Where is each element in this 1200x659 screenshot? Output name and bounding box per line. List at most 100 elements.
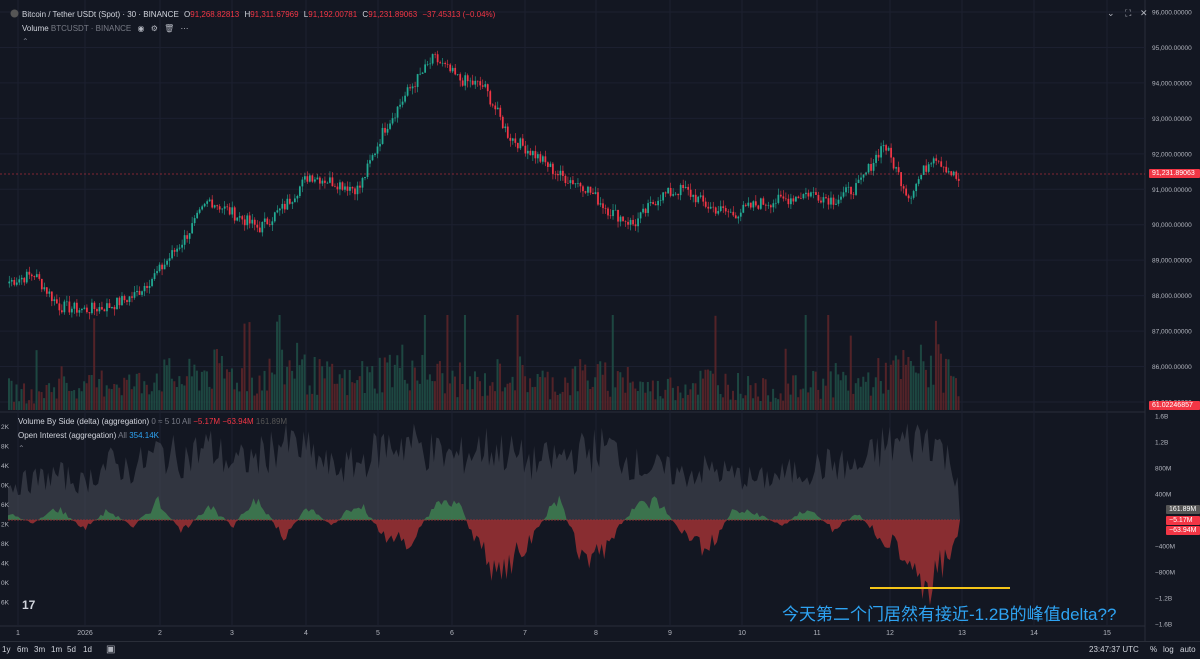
candle-body <box>759 198 762 209</box>
volume-bar <box>165 365 168 410</box>
volume-bar <box>874 377 877 410</box>
candle-body <box>594 192 597 195</box>
vbs-title[interactable]: Volume By Side (delta) (aggregation) <box>18 417 150 426</box>
volume-bar <box>807 392 810 410</box>
volume-bar <box>38 391 41 410</box>
volume-bar <box>629 382 632 410</box>
candle-body <box>283 203 286 210</box>
auto-scale-toggle[interactable]: auto <box>1180 645 1196 654</box>
candle-body <box>742 204 745 213</box>
timeframe-6m[interactable]: 6m <box>17 645 29 654</box>
candle-body <box>288 198 291 204</box>
volume-bar <box>423 315 426 410</box>
clock-readout[interactable]: 23:47:37 UTC <box>1089 645 1139 654</box>
volume-bar <box>624 392 627 410</box>
timeframe-3m[interactable]: 3m <box>34 645 46 654</box>
volume-bar <box>240 368 243 410</box>
volume-bar <box>676 386 679 410</box>
volume-bar <box>371 365 374 410</box>
candle-body <box>258 227 261 233</box>
volume-bar <box>398 367 401 410</box>
candle-body <box>609 215 612 217</box>
volume-bar <box>596 364 599 410</box>
candle-body <box>146 285 148 288</box>
candle-body <box>281 203 284 209</box>
volume-bar <box>909 360 912 410</box>
volume-bar <box>824 385 827 410</box>
volume-bar <box>358 376 361 410</box>
candle-body <box>366 163 369 177</box>
symbol-title[interactable]: Bitcoin / Tether USDt (Spot) · 30 · BINA… <box>22 10 179 19</box>
collapse-pane-icon[interactable]: ⌄ <box>1107 8 1115 18</box>
candle-body <box>441 62 444 64</box>
candle-body <box>877 154 880 158</box>
candle-body <box>236 217 239 221</box>
candle-body <box>589 186 592 193</box>
oi-title[interactable]: Open Interest (aggregation) <box>18 431 117 440</box>
volume-bar <box>115 384 118 410</box>
candle-body <box>604 208 607 209</box>
volume-bar <box>769 401 772 410</box>
volume-bar <box>894 355 897 410</box>
candle-body <box>213 205 216 208</box>
volume-bar <box>448 383 451 410</box>
timeframe-5d[interactable]: 5d <box>67 645 76 654</box>
volume-bar <box>912 365 915 410</box>
log-scale-toggle[interactable]: log <box>1163 645 1174 654</box>
timeframe-1y[interactable]: 1y <box>2 645 11 654</box>
candle-body <box>920 174 923 180</box>
delete-icon[interactable]: 🗑 <box>164 24 175 33</box>
volume-bar <box>286 366 289 410</box>
candle-body <box>449 64 452 72</box>
collapse-indicator-icon[interactable]: ⌃ <box>18 444 25 453</box>
candle-body <box>241 216 244 220</box>
delta-axis-label: 800M <box>1155 466 1171 473</box>
candle-body <box>38 274 41 279</box>
vbs-value-3: 161.89M <box>255 417 288 426</box>
candle-body <box>830 197 832 205</box>
timeframe-1m[interactable]: 1m <box>51 645 63 654</box>
volume-bar <box>293 378 296 410</box>
timeframe-1d[interactable]: 1d <box>83 645 92 654</box>
candle-body <box>133 292 136 298</box>
eye-icon[interactable]: ◉ <box>137 24 145 33</box>
candle-body <box>544 156 547 163</box>
volume-bar <box>363 392 366 410</box>
candle-body <box>945 166 948 173</box>
more-icon[interactable]: ⋯ <box>180 24 189 33</box>
candle-body <box>622 216 624 222</box>
time-axis-label: 10 <box>738 630 746 637</box>
candle-body <box>607 208 609 216</box>
candle-body <box>827 198 830 205</box>
candle-body <box>446 64 449 65</box>
close-pane-icon[interactable]: ✕ <box>1140 8 1148 18</box>
volume-bar <box>65 382 68 410</box>
time-axis-label: 4 <box>304 630 308 637</box>
candle-body <box>426 64 429 65</box>
candle-body <box>787 198 790 205</box>
volume-label[interactable]: Volume <box>22 24 49 33</box>
volume-bar <box>198 390 201 410</box>
candle-body <box>50 291 53 302</box>
price-axis-label: 89,000.00000 <box>1152 258 1192 265</box>
left-axis-label: 4K <box>1 463 10 470</box>
settings-icon[interactable]: ⚙ <box>150 24 158 33</box>
volume-bar <box>684 384 687 410</box>
candle-body <box>907 195 910 199</box>
volume-bar <box>812 370 815 410</box>
volume-bar <box>215 349 218 410</box>
candle-body <box>852 194 855 195</box>
candle-body <box>679 184 682 196</box>
volume-bar <box>742 398 745 410</box>
candle-body <box>702 195 705 202</box>
collapse-legend-icon[interactable]: ⌃ <box>22 37 29 46</box>
calendar-range-icon[interactable]: ▣ <box>106 644 116 655</box>
maximize-pane-icon[interactable]: ⛶ <box>1125 8 1132 18</box>
candle-body <box>251 219 254 224</box>
candle-body <box>43 287 46 290</box>
volume-bar <box>263 370 266 410</box>
percent-scale-toggle[interactable]: % <box>1150 645 1158 654</box>
volume-bar <box>519 356 522 410</box>
volume-bar <box>411 360 414 410</box>
